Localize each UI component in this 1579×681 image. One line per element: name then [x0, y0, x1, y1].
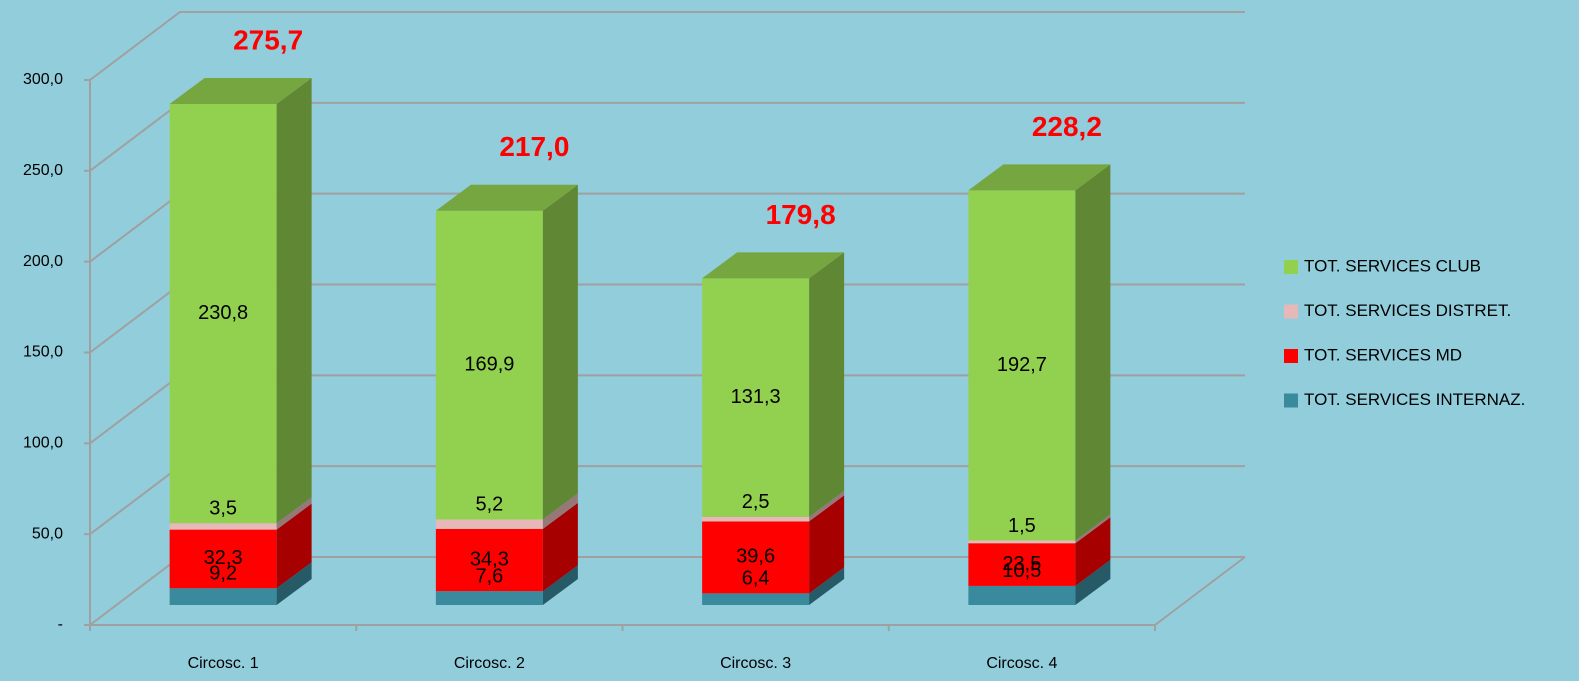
bar-segment-top: [435, 184, 578, 211]
bar-segment-side: [542, 184, 578, 520]
data-label: 9,2: [209, 563, 237, 585]
total-label: 275,7: [233, 25, 303, 56]
legend-swatch: [1284, 260, 1298, 274]
legend-swatch: [1284, 349, 1298, 363]
bar-segment-side: [809, 567, 845, 605]
bar-segment: [435, 591, 543, 605]
y-tick-label: 200,0: [23, 253, 63, 270]
data-label: 1,5: [1008, 515, 1036, 537]
bar-segment: [702, 593, 810, 605]
bar-segment-side: [809, 252, 845, 517]
x-tick-label: Circosc. 4: [986, 655, 1057, 672]
bar-segment: [702, 521, 810, 594]
x-tick-label: Circosc. 1: [188, 655, 259, 672]
bar-segment-side: [542, 502, 578, 592]
data-label: 131,3: [731, 386, 781, 408]
bar-segment-side: [809, 490, 845, 522]
data-label: 34,3: [470, 548, 509, 570]
bar-segment-side: [542, 493, 578, 529]
legend-swatch: [1284, 304, 1298, 319]
bar-segment-side: [542, 565, 578, 605]
total-label: 217,0: [499, 131, 569, 162]
data-label: 39,6: [736, 546, 775, 568]
data-label: 169,9: [464, 353, 514, 375]
total-label: 228,2: [1032, 111, 1102, 142]
bar-segment-side: [276, 77, 312, 524]
data-label: 7,6: [475, 565, 503, 587]
bar-segment: [702, 516, 810, 522]
bar-segment: [435, 528, 543, 592]
data-label: 23,5: [1002, 553, 1041, 575]
bar-segment: [169, 523, 277, 530]
legend-label: TOT. SERVICES MD: [1304, 345, 1462, 364]
floor-edge: [1154, 556, 1246, 626]
bar-segment: [968, 543, 1076, 586]
bar-segment: [169, 103, 277, 524]
x-tick-label: Circosc. 3: [720, 655, 791, 672]
data-label: 3,5: [209, 498, 237, 520]
y-tick-label: 50,0: [32, 525, 63, 542]
y-tick-label: 150,0: [23, 344, 63, 361]
bar-segment: [435, 210, 543, 520]
x-tick-label: Circosc. 2: [454, 655, 525, 672]
bar-segment: [169, 529, 277, 589]
bar-segment-top: [702, 252, 845, 279]
data-label: 6,4: [742, 568, 770, 590]
y-tick-label: 250,0: [23, 162, 63, 179]
y-tick-label: 100,0: [23, 435, 63, 452]
y-tick-label: -: [58, 616, 63, 633]
bar-segment: [968, 585, 1076, 605]
legend-label: TOT. SERVICES CLUB: [1304, 256, 1481, 275]
bar-segment-side: [809, 495, 845, 594]
bar-segment: [968, 540, 1076, 544]
data-label: 192,7: [997, 354, 1047, 376]
bar-segment: [435, 519, 543, 529]
data-label: 5,2: [475, 494, 503, 516]
total-label: 179,8: [766, 199, 836, 230]
bar-segment: [702, 278, 810, 517]
legend-label: TOT. SERVICES INTERNAZ.: [1304, 390, 1525, 409]
bar-segment-side: [1075, 559, 1111, 605]
bar-segment-side: [1075, 164, 1111, 541]
bar-segment-side: [1075, 514, 1111, 544]
bar-segment-side: [276, 503, 312, 589]
bar-segment-side: [276, 562, 312, 605]
bar-segment: [968, 190, 1076, 541]
bar-segment-top: [968, 164, 1111, 191]
grid-line: [89, 11, 1245, 81]
data-label: 32,3: [204, 547, 243, 569]
legend-label: TOT. SERVICES DISTRET.: [1304, 301, 1511, 320]
bar-segment-side: [1075, 517, 1111, 586]
data-label: 230,8: [198, 302, 248, 324]
y-tick-label: 300,0: [23, 71, 63, 88]
bar-segment: [169, 588, 277, 605]
data-label: 10,5: [1002, 560, 1041, 582]
bar-segment-side: [276, 497, 312, 530]
legend-swatch: [1284, 393, 1298, 408]
bar-segment-top: [169, 77, 312, 104]
data-label: 2,5: [742, 491, 770, 513]
